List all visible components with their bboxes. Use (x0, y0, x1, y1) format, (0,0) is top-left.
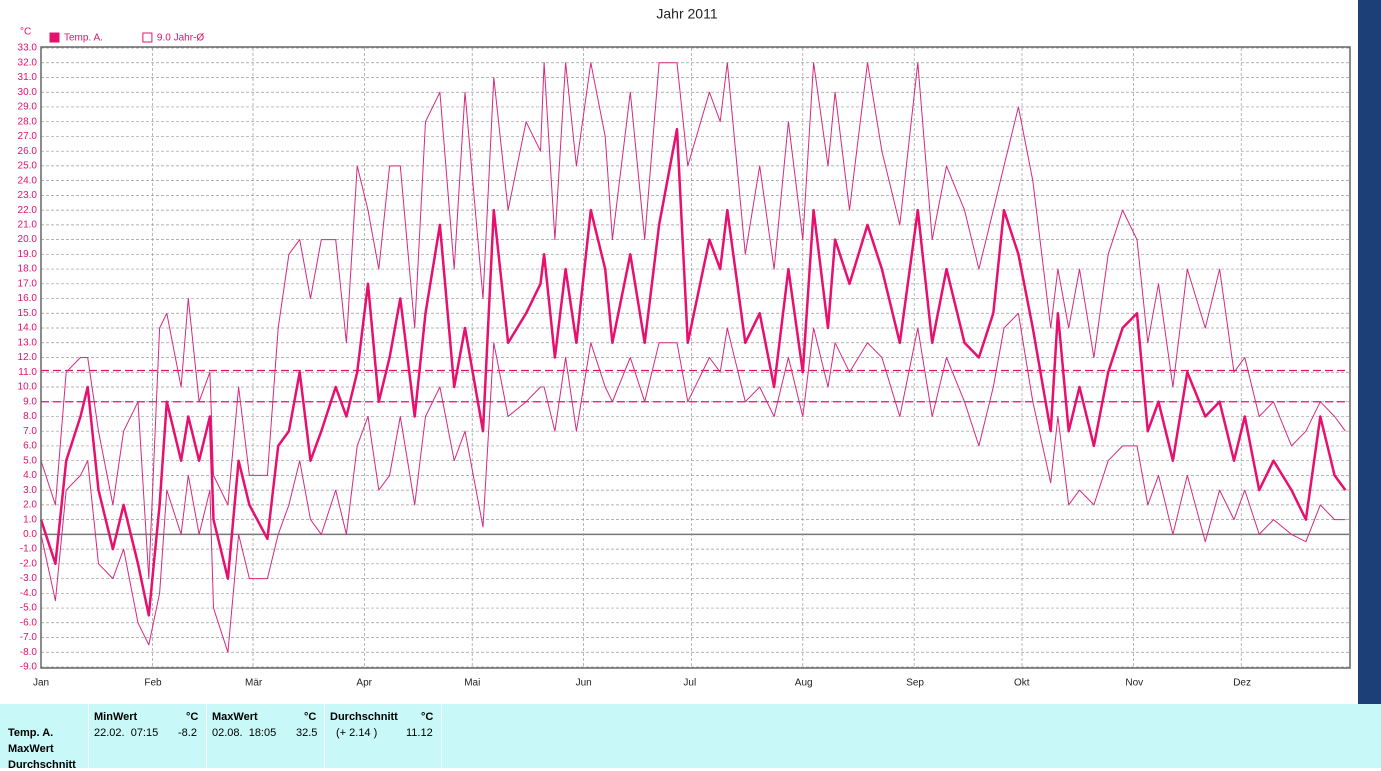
y-tick-label: 31.0 (18, 72, 38, 83)
y-tick-label: 13.0 (18, 337, 38, 348)
y-tick-label: 32.0 (18, 57, 38, 68)
y-tick-label: 7.0 (23, 426, 37, 437)
date: 22.02. 07:15 (94, 727, 159, 739)
chart-title: Jahr 2011 (656, 6, 717, 22)
y-tick-label: -7.0 (20, 632, 38, 643)
y-tick-label: 26.0 (18, 146, 38, 157)
y-tick-label: 19.0 (18, 249, 38, 260)
y-tick-label: 16.0 (18, 293, 38, 304)
y-tick-label: 25.0 (18, 161, 38, 172)
y-tick-label: 9.0 (23, 396, 37, 407)
y-tick-label: 0.0 (23, 529, 37, 540)
y-tick-label: 21.0 (18, 219, 38, 230)
y-tick-label: 27.0 (18, 131, 38, 142)
col-unit: °C (421, 711, 434, 723)
separator (441, 704, 442, 768)
value: 32.5 (296, 727, 318, 739)
col-unit: °C (186, 711, 199, 723)
separator (88, 704, 89, 768)
y-tick-label: -8.0 (20, 647, 38, 658)
x-tick-label: Jan (33, 678, 49, 689)
y-tick-label: 17.0 (18, 278, 38, 289)
date: 02.08. 18:05 (212, 727, 277, 739)
stats-panel: Temp. A. MaxWert Durchschnitt MinWert °C… (0, 704, 1381, 771)
data-line (39, 127, 1347, 617)
y-tick-label: -4.0 (20, 588, 38, 599)
x-tick-label: Jul (683, 678, 696, 689)
x-tick-label: Jun (576, 678, 592, 689)
y-tick-label: 6.0 (23, 441, 37, 452)
y-tick-label: -2.0 (20, 558, 38, 569)
y-tick-label: 1.0 (23, 514, 37, 525)
y-tick-label: 18.0 (18, 264, 38, 275)
data-line (40, 62, 1346, 580)
y-tick-label: -1.0 (20, 544, 38, 555)
side-panel (1358, 0, 1381, 704)
row-label: MaxWert (8, 743, 54, 755)
y-tick-label: 11.0 (18, 367, 37, 378)
y-tick-label: 4.0 (23, 470, 37, 481)
x-tick-label: Sep (906, 678, 924, 689)
x-tick-label: Apr (356, 678, 372, 689)
legend-label: 9.0 Jahr-Ø (157, 33, 204, 44)
y-tick-label: 30.0 (18, 87, 38, 98)
separator (324, 704, 325, 768)
y-tick-label: 29.0 (18, 102, 38, 113)
data-line (40, 312, 1346, 653)
legend-swatch (142, 32, 153, 43)
value: -8.2 (178, 727, 197, 739)
y-tick-label: 3.0 (23, 485, 37, 496)
row-label: Durchschnitt (8, 759, 76, 771)
value: 11.12 (406, 727, 433, 739)
x-tick-label: Dez (1233, 678, 1251, 689)
y-tick-label: 23.0 (18, 190, 38, 201)
y-axis-unit: °C (20, 27, 31, 38)
y-tick-label: 14.0 (18, 323, 38, 334)
y-tick-label: -5.0 (20, 603, 38, 614)
col-unit: °C (304, 711, 317, 723)
col-title: Durchschnitt (330, 711, 398, 723)
y-tick-label: 28.0 (18, 116, 38, 127)
col-title: MaxWert (212, 711, 258, 723)
y-tick-label: 20.0 (18, 234, 38, 245)
col-title: MinWert (94, 711, 138, 723)
y-tick-label: 15.0 (18, 308, 38, 319)
row-label: Temp. A. (8, 727, 54, 739)
x-tick-label: Nov (1125, 678, 1143, 689)
x-tick-label: Aug (795, 678, 813, 689)
y-tick-label: -3.0 (20, 573, 38, 584)
x-tick-label: Feb (144, 678, 162, 689)
legend-swatch (49, 32, 60, 43)
plot-frame (40, 46, 1351, 669)
y-tick-label: -9.0 (20, 662, 38, 673)
x-tick-label: Mär (245, 678, 263, 689)
y-tick-label: 12.0 (18, 352, 38, 363)
y-tick-label: 22.0 (18, 205, 38, 216)
y-tick-label: 33.0 (18, 43, 38, 54)
y-tick-label: 5.0 (23, 455, 37, 466)
y-tick-label: 10.0 (18, 382, 38, 393)
y-tick-label: 8.0 (23, 411, 37, 422)
separator (206, 704, 207, 768)
y-tick-label: -6.0 (20, 617, 38, 628)
x-tick-label: Mai (464, 678, 480, 689)
date: (+ 2.14 ) (336, 727, 378, 739)
chart: Jahr 2011 °C 33.0 32.0 31.0 30.0 29.0 28.0 27.… (18, 0, 1381, 704)
legend-label: Temp. A. (64, 33, 103, 44)
y-tick-label: 24.0 (18, 175, 38, 186)
x-tick-label: Okt (1014, 678, 1030, 689)
y-tick-label: 2.0 (23, 500, 37, 511)
